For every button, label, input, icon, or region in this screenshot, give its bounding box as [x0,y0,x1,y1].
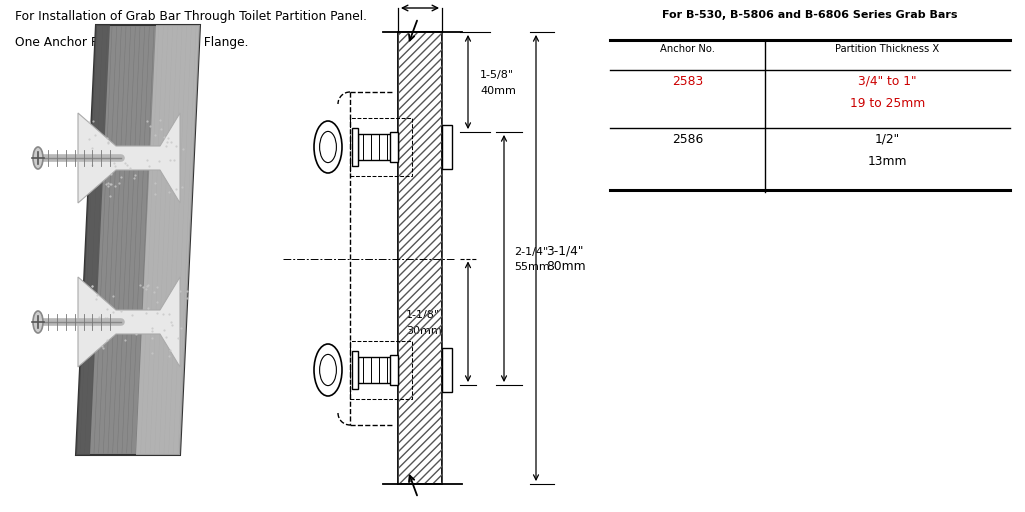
Text: Anchor No.: Anchor No. [660,44,715,54]
Polygon shape [76,25,110,455]
Bar [358,357,398,383]
Text: 30mm: 30mm [406,326,442,336]
Ellipse shape [320,354,336,386]
Ellipse shape [314,344,342,396]
Ellipse shape [314,121,342,173]
Text: 2583: 2583 [671,75,703,88]
Text: 1-5/8": 1-5/8" [480,70,515,80]
Text: 1/2": 1/2" [875,133,900,146]
Bar [350,118,412,176]
Polygon shape [78,277,180,367]
Polygon shape [136,25,200,455]
Text: 80mm: 80mm [546,261,585,273]
Bar [352,128,358,166]
Bar [358,134,398,160]
Text: 3-1/4": 3-1/4" [546,245,583,258]
Text: 40mm: 40mm [480,86,516,96]
Text: One Anchor Required for Each Flange.: One Anchor Required for Each Flange. [15,36,248,49]
Ellipse shape [33,147,43,169]
Text: Partition Thickness X: Partition Thickness X [835,44,940,54]
Bar [350,341,412,399]
Bar [442,348,452,392]
Text: 55mm: 55mm [514,263,549,272]
Bar [398,32,442,484]
Text: For B-530, B-5806 and B-6806 Series Grab Bars: For B-530, B-5806 and B-6806 Series Grab… [662,10,957,20]
Ellipse shape [320,132,336,163]
Text: X: X [416,0,424,2]
Text: 3/4" to 1": 3/4" to 1" [858,75,916,88]
Text: For Installation of Grab Bar Through Toilet Partition Panel.: For Installation of Grab Bar Through Toi… [15,10,367,23]
Text: 13mm: 13mm [868,155,907,168]
Ellipse shape [33,311,43,333]
Bar [398,32,442,484]
Text: 19 to 25mm: 19 to 25mm [850,97,926,110]
Bar [390,132,398,162]
Polygon shape [78,113,180,203]
Bar [390,355,398,385]
Bar [442,125,452,169]
Polygon shape [76,25,200,455]
Text: 1-1/8": 1-1/8" [406,310,440,320]
Text: 2586: 2586 [671,133,703,146]
Text: 2-1/4": 2-1/4" [514,246,548,257]
Bar [352,351,358,389]
